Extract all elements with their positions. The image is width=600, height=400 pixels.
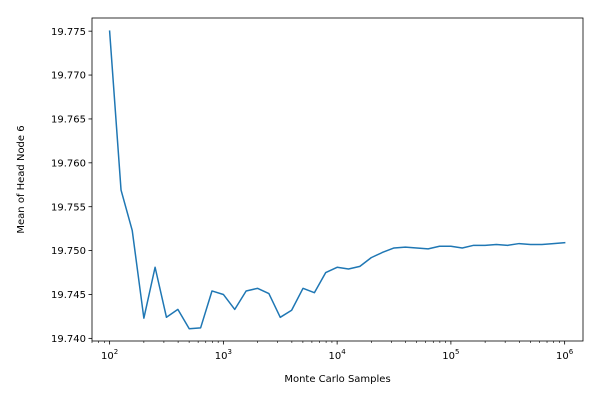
y-tick-label: 19.745 (51, 290, 86, 301)
y-tick-label: 19.775 (51, 27, 86, 38)
x-tick-label: 102 (101, 348, 118, 362)
x-tick-label: 103 (215, 348, 232, 362)
plot-area (108, 30, 566, 330)
x-tick-label: 104 (329, 348, 347, 362)
x-tick-label: 105 (442, 348, 459, 362)
y-tick-label: 19.770 (51, 71, 86, 82)
y-axis-label: Mean of Head Node 6 (16, 125, 27, 233)
series-line (108, 30, 566, 330)
y-tick-label: 19.750 (51, 246, 86, 257)
y-tick-label: 19.765 (51, 115, 86, 126)
x-axis-label: Monte Carlo Samples (284, 374, 390, 385)
y-tick-label: 19.755 (51, 202, 86, 213)
axes-frame (91, 17, 584, 342)
axes-ticks: 19.740 19.745 19.750 19.755 19.760 19.765 19.7… (51, 27, 574, 362)
y-tick-label: 19.760 (51, 158, 86, 169)
y-tick-label: 19.740 (51, 334, 86, 345)
x-tick-label: 106 (556, 348, 574, 362)
